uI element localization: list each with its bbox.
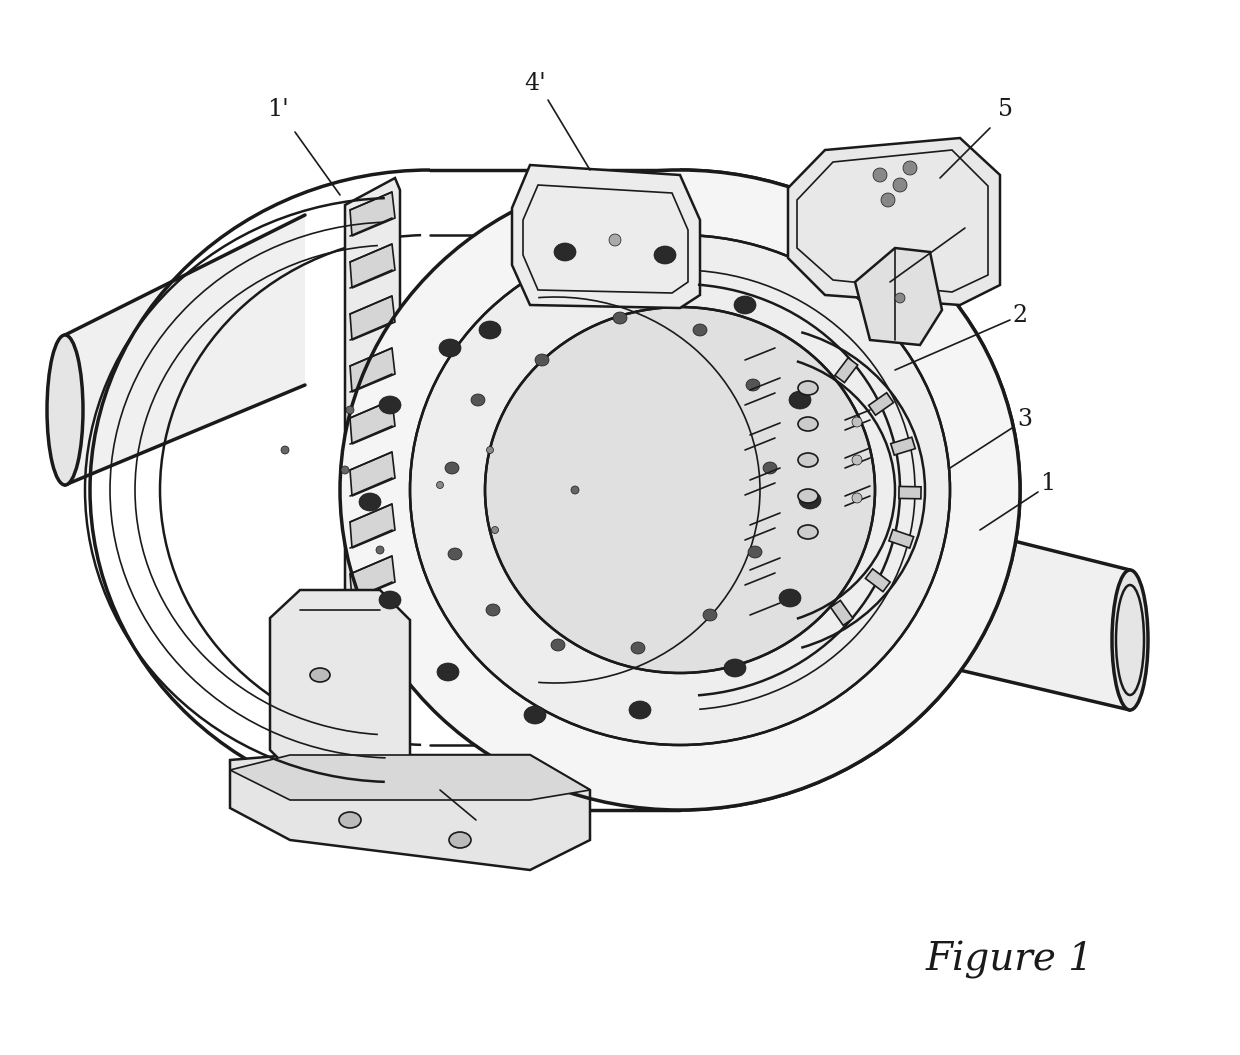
Polygon shape (350, 504, 396, 548)
Polygon shape (270, 590, 410, 780)
Ellipse shape (448, 548, 463, 560)
Ellipse shape (479, 321, 501, 339)
Ellipse shape (779, 589, 801, 607)
Text: 5: 5 (997, 98, 1013, 121)
Circle shape (895, 293, 905, 303)
Text: 5': 5' (479, 825, 501, 847)
Ellipse shape (629, 701, 651, 720)
Ellipse shape (1112, 570, 1148, 710)
Text: Figure 1: Figure 1 (926, 941, 1094, 979)
Polygon shape (831, 600, 853, 626)
Ellipse shape (340, 170, 1021, 810)
Polygon shape (229, 755, 590, 800)
Circle shape (570, 486, 579, 494)
Ellipse shape (485, 307, 875, 673)
Polygon shape (890, 437, 915, 455)
Text: 1': 1' (267, 98, 289, 121)
Circle shape (341, 466, 348, 474)
Ellipse shape (360, 493, 381, 511)
Ellipse shape (551, 639, 565, 651)
Ellipse shape (703, 609, 717, 621)
Ellipse shape (436, 663, 459, 680)
Ellipse shape (379, 591, 401, 609)
Polygon shape (350, 296, 396, 340)
Ellipse shape (799, 490, 818, 503)
Ellipse shape (445, 462, 459, 474)
Circle shape (281, 446, 289, 454)
Circle shape (486, 446, 494, 454)
Ellipse shape (789, 391, 811, 409)
Polygon shape (868, 392, 894, 416)
Ellipse shape (631, 642, 645, 654)
Polygon shape (787, 138, 999, 305)
Ellipse shape (724, 659, 746, 677)
Ellipse shape (554, 243, 577, 261)
Ellipse shape (613, 312, 627, 324)
Circle shape (852, 417, 862, 427)
Polygon shape (229, 755, 590, 870)
Ellipse shape (746, 379, 760, 391)
Ellipse shape (748, 546, 763, 558)
Ellipse shape (339, 812, 361, 828)
Circle shape (873, 168, 887, 183)
Ellipse shape (449, 832, 471, 848)
Circle shape (893, 178, 906, 192)
Circle shape (880, 193, 895, 207)
Polygon shape (350, 244, 396, 288)
Circle shape (491, 526, 498, 534)
Ellipse shape (534, 354, 549, 366)
Polygon shape (512, 165, 701, 308)
Ellipse shape (693, 324, 707, 335)
Polygon shape (350, 192, 396, 236)
Polygon shape (810, 490, 1130, 710)
Ellipse shape (410, 235, 950, 745)
Circle shape (436, 481, 444, 488)
Circle shape (852, 493, 862, 503)
Polygon shape (350, 556, 396, 600)
Ellipse shape (653, 246, 676, 264)
Circle shape (346, 406, 353, 414)
Ellipse shape (799, 453, 818, 467)
Ellipse shape (799, 525, 818, 539)
Ellipse shape (47, 335, 83, 485)
Text: 4': 4' (525, 72, 546, 95)
Polygon shape (866, 569, 890, 592)
Polygon shape (64, 215, 305, 485)
Polygon shape (350, 348, 396, 392)
Polygon shape (835, 358, 858, 383)
Text: 2: 2 (1012, 304, 1028, 326)
Ellipse shape (763, 462, 777, 474)
Ellipse shape (734, 296, 756, 314)
Ellipse shape (799, 381, 818, 395)
Circle shape (852, 455, 862, 465)
Ellipse shape (799, 417, 818, 431)
Circle shape (903, 161, 918, 175)
Ellipse shape (486, 605, 500, 616)
Text: 4: 4 (971, 209, 986, 231)
Polygon shape (350, 452, 396, 496)
Ellipse shape (310, 668, 330, 682)
Circle shape (609, 234, 621, 246)
Ellipse shape (525, 706, 546, 724)
Ellipse shape (471, 394, 485, 406)
Ellipse shape (379, 396, 401, 414)
Polygon shape (350, 608, 396, 652)
Polygon shape (889, 530, 914, 549)
Circle shape (376, 546, 384, 554)
Text: 3: 3 (1018, 408, 1033, 431)
Polygon shape (350, 400, 396, 444)
Text: 1: 1 (1040, 472, 1055, 495)
Ellipse shape (799, 491, 821, 509)
Ellipse shape (439, 339, 461, 357)
Polygon shape (856, 248, 942, 345)
Polygon shape (345, 178, 401, 800)
Polygon shape (899, 486, 921, 499)
